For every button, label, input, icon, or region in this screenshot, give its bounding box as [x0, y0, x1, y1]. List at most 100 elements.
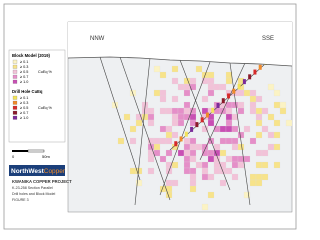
- hole-interval: [237, 83, 241, 89]
- block-cell: [231, 143, 239, 151]
- scale-segment: [12, 150, 28, 152]
- block-cell: [183, 149, 191, 157]
- block-cell: [171, 179, 179, 187]
- block-cell: [219, 179, 227, 187]
- hole-interval: [232, 88, 236, 94]
- block-cell: [183, 155, 191, 163]
- block-cell: [261, 161, 269, 169]
- block-cell: [153, 89, 161, 97]
- block-cell: [261, 173, 269, 181]
- block-cell: [243, 191, 251, 199]
- block-cell: [225, 167, 233, 175]
- block-cell: [147, 113, 155, 121]
- block-cell: [153, 137, 161, 145]
- block-cell: [177, 107, 185, 115]
- legend-unit: CuEq %: [38, 106, 53, 110]
- scale-bar: 0 50m: [12, 149, 50, 159]
- block-cell: [189, 83, 197, 91]
- block-cell: [147, 155, 155, 163]
- block-cell: [279, 107, 287, 115]
- legend-label: ≥ 0.7: [20, 111, 28, 115]
- caption-line: K-23-258 Section Parallel: [12, 186, 53, 190]
- block-cell: [201, 167, 209, 175]
- block-cell: [213, 161, 221, 169]
- hole-interval: [227, 93, 231, 99]
- block-cell: [183, 101, 191, 109]
- block-cell: [207, 155, 215, 163]
- block-cell: [207, 119, 215, 127]
- block-cell: [159, 137, 167, 145]
- block-cell: [261, 107, 269, 115]
- block-cell: [243, 155, 251, 163]
- block-cell: [225, 155, 233, 163]
- block-cell: [225, 77, 233, 85]
- block-cell: [225, 119, 233, 127]
- legend-label: ≥ 0.1: [20, 96, 28, 100]
- block-cell: [171, 65, 179, 73]
- legend-swatch: [12, 74, 18, 79]
- block-cell: [135, 119, 143, 127]
- block-cell: [249, 95, 257, 103]
- block-cell: [231, 137, 239, 145]
- block-cell: [189, 143, 197, 151]
- block-cell: [153, 65, 161, 73]
- hole-interval: [179, 136, 183, 142]
- block-cell: [129, 137, 137, 145]
- scale-segment: [27, 149, 45, 153]
- block-cell: [189, 167, 197, 175]
- block-cell: [207, 83, 215, 91]
- block-cell: [165, 107, 173, 115]
- block-cell: [159, 125, 167, 133]
- block-cell: [225, 113, 233, 121]
- hole-interval: [253, 69, 257, 75]
- block-cell: [171, 119, 179, 127]
- figure: NNW SSE Block Model (2019)≥ 0.1≥ 0.3≥ 0.…: [3, 3, 297, 230]
- block-cell: [147, 119, 155, 127]
- legend-label: ≥ 0.5: [20, 70, 28, 74]
- block-cell: [189, 119, 197, 127]
- block-cell: [255, 107, 263, 115]
- hole-interval: [242, 79, 246, 85]
- legend-title: Drill Hole CuEq: [12, 89, 43, 94]
- logo-name-bold: Copper: [44, 168, 66, 175]
- block-cell: [243, 125, 251, 133]
- block-cell: [237, 161, 245, 169]
- legend-swatch: [12, 69, 18, 74]
- block-cell: [219, 125, 227, 133]
- legend-panel: [8, 49, 66, 143]
- hole-interval: [205, 112, 209, 118]
- block-cells: [111, 65, 293, 211]
- block-cell: [207, 77, 215, 85]
- block-cell: [255, 119, 263, 127]
- block-cell: [189, 149, 197, 157]
- block-cell: [189, 155, 197, 163]
- block-cell: [201, 173, 209, 181]
- block-cell: [225, 137, 233, 145]
- hole-interval: [184, 131, 188, 137]
- block-cell: [207, 149, 215, 157]
- block-cell: [165, 125, 173, 133]
- block-cell: [255, 173, 263, 181]
- legend-label: ≥ 1.0: [20, 80, 28, 84]
- block-cell: [183, 143, 191, 151]
- block-cell: [249, 173, 257, 181]
- block-cell: [153, 149, 161, 157]
- caption-line: Drill holes and Block Model: [12, 192, 56, 196]
- block-cell: [255, 131, 263, 139]
- block-cell: [225, 101, 233, 109]
- legend-swatch: [12, 95, 18, 100]
- drill-hole: [134, 57, 151, 206]
- block-cell: [207, 89, 215, 97]
- block-cell: [255, 113, 263, 121]
- block-cell: [237, 143, 245, 151]
- block-cell: [255, 149, 263, 157]
- legend-swatch: [12, 64, 18, 69]
- block-cell: [231, 161, 239, 169]
- hole-interval: [216, 103, 220, 108]
- legend-unit: CuEq %: [38, 70, 53, 74]
- block-cell: [177, 149, 185, 157]
- block-cell: [213, 125, 221, 133]
- block-cell: [237, 89, 245, 97]
- block-cell: [171, 113, 179, 121]
- drill-hole: [119, 56, 171, 201]
